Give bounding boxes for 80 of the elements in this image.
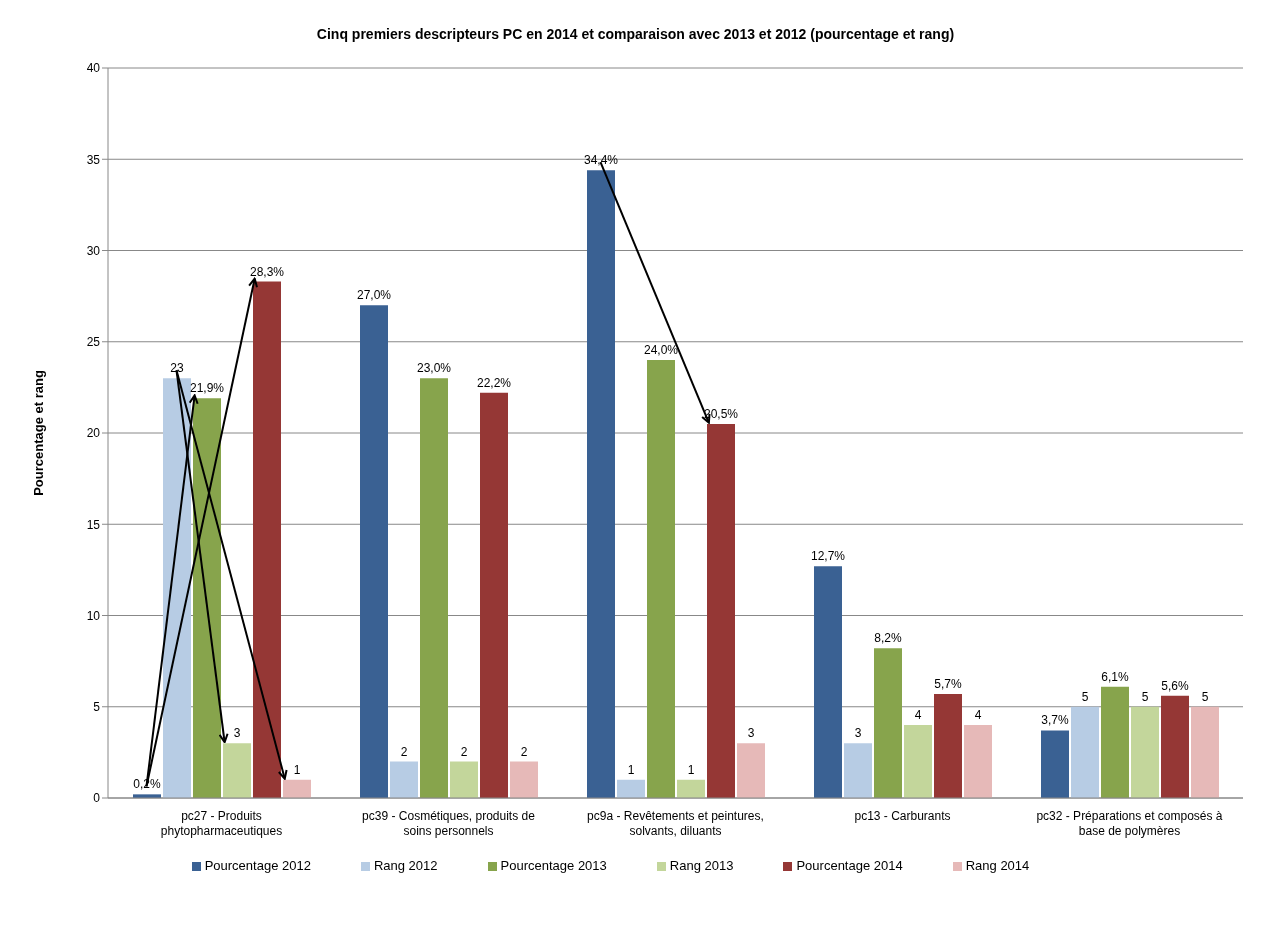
- data-label: 1: [293, 762, 301, 777]
- bar: [1101, 686, 1129, 798]
- data-label: 2: [400, 744, 408, 759]
- y-axis-title: Pourcentage et rang: [30, 370, 46, 496]
- x-tick-label: pc9a - Revêtements et peintures, solvants, diluants: [587, 809, 764, 838]
- data-label: 6,1%: [1101, 669, 1129, 684]
- bar: [737, 743, 765, 798]
- bar: [1131, 706, 1159, 798]
- bar: [510, 761, 538, 798]
- data-label: 5: [1081, 689, 1089, 704]
- bar: [904, 725, 932, 798]
- bar: [163, 378, 191, 798]
- bar: [874, 648, 902, 798]
- bar: [934, 693, 962, 798]
- bar: [390, 761, 418, 798]
- legend-label: Rang 2012: [373, 858, 438, 873]
- x-tick-label: pc13 - Carburants: [854, 809, 951, 823]
- y-tick-label: 35: [86, 152, 101, 167]
- bar: [360, 305, 388, 798]
- chart-title: Cinq premiers descripteurs PC en 2014 et comparaison avec 2013 et 2012 (pourcentage et rang): [315, 26, 956, 42]
- data-label: 1: [627, 762, 635, 777]
- legend-label: Pourcentage 2014: [796, 858, 903, 873]
- data-label: 3,7%: [1041, 713, 1069, 728]
- bar: [677, 779, 705, 798]
- data-label: 28,3%: [249, 264, 285, 279]
- legend-label: Pourcentage 2013: [500, 858, 607, 873]
- data-label: 8,2%: [874, 631, 902, 646]
- bar: [420, 378, 448, 798]
- legend-label: Pourcentage 2012: [204, 858, 311, 873]
- y-tick-label: 20: [86, 426, 101, 441]
- y-tick-label: 15: [86, 517, 101, 532]
- bar: [253, 281, 281, 798]
- bar: [1041, 730, 1069, 798]
- x-tick-label: pc39 - Cosmétiques, produits de soins personnels: [362, 809, 536, 838]
- legend-label: Rang 2014: [965, 858, 1030, 873]
- data-label: 23: [170, 361, 184, 376]
- x-tick-label: pc27 - Produits phytopharmaceutiques: [160, 809, 283, 838]
- bar: [1161, 695, 1189, 798]
- data-label: 4: [974, 708, 982, 722]
- y-tick-label: 40: [86, 61, 101, 76]
- data-label: 5,6%: [1161, 678, 1189, 693]
- data-label: 23,0%: [416, 361, 452, 376]
- data-label: 1: [687, 762, 695, 777]
- bar: [587, 170, 615, 798]
- bar: [707, 423, 735, 798]
- y-tick-label: 10: [86, 608, 101, 623]
- bar: [617, 779, 645, 798]
- x-tick-label: pc32 - Préparations et composés à base de polymères: [1036, 809, 1223, 838]
- y-tick-label: 5: [93, 700, 101, 715]
- y-tick-label: 30: [86, 243, 101, 258]
- bar: [193, 398, 221, 798]
- data-label: 3: [854, 726, 862, 741]
- bar: [1071, 706, 1099, 798]
- bar: [450, 761, 478, 798]
- y-tick-label: 25: [86, 335, 101, 350]
- data-label: 2: [520, 744, 528, 759]
- data-label: 5: [1201, 689, 1209, 704]
- legend-label: Rang 2013: [669, 858, 734, 873]
- data-label: 24,0%: [643, 343, 679, 357]
- data-label: 5,7%: [934, 676, 962, 691]
- bar: [964, 725, 992, 798]
- bar: [223, 743, 251, 798]
- bar: [647, 360, 675, 798]
- data-label: 12,7%: [810, 549, 846, 564]
- data-label: 3: [747, 726, 755, 741]
- data-label: 2: [460, 744, 468, 759]
- data-label: 0,2%: [133, 777, 161, 792]
- data-label: 4: [914, 708, 922, 722]
- data-label: 22,2%: [476, 375, 512, 390]
- bar: [283, 779, 311, 798]
- bar: [844, 743, 872, 798]
- data-label: 3: [233, 726, 241, 741]
- data-label: 5: [1141, 689, 1149, 704]
- data-label: 27,0%: [356, 288, 392, 303]
- bar: [1191, 706, 1219, 798]
- data-label: 21,9%: [189, 381, 225, 396]
- bar: [814, 566, 842, 798]
- y-tick-label: 0: [93, 791, 101, 806]
- data-label: 34,4%: [583, 153, 619, 168]
- bar: [480, 392, 508, 798]
